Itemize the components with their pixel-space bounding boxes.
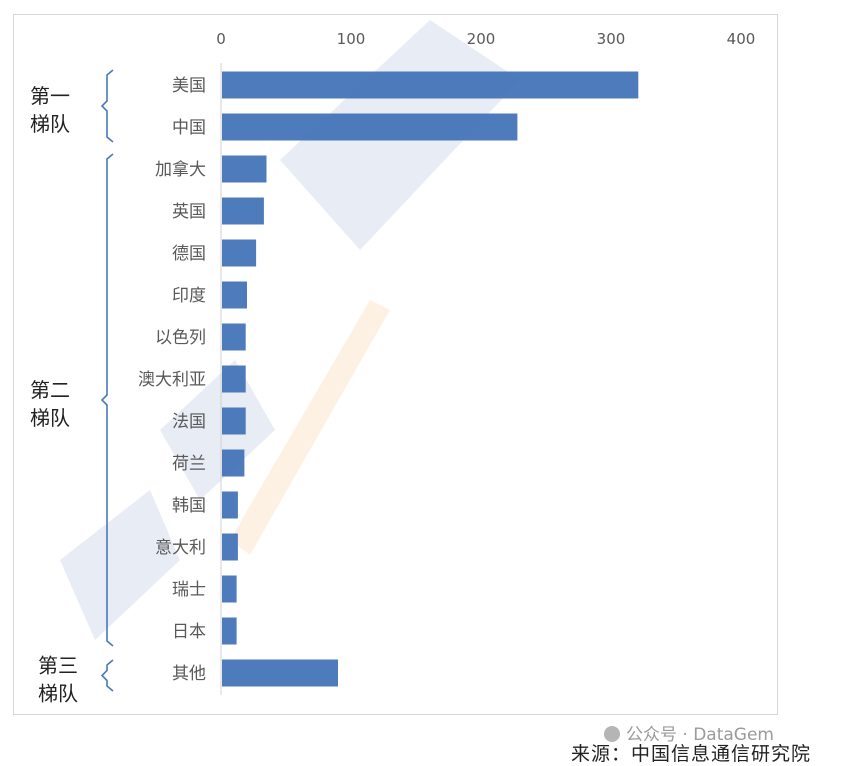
category-label: 德国 bbox=[172, 244, 206, 264]
tier-label-line2: 梯队 bbox=[30, 112, 70, 136]
category-label: 日本 bbox=[172, 622, 206, 642]
category-label: 印度 bbox=[172, 286, 206, 306]
tier-label-line1: 第二 bbox=[30, 378, 70, 402]
bars bbox=[222, 71, 639, 687]
category-label: 以色列 bbox=[155, 328, 206, 348]
category-label: 法国 bbox=[172, 412, 206, 432]
category-label: 瑞士 bbox=[172, 580, 206, 600]
x-tick-label: 300 bbox=[597, 30, 626, 48]
watermark-stripe bbox=[230, 300, 390, 555]
category-label: 美国 bbox=[172, 76, 206, 96]
category-label: 其他 bbox=[172, 664, 206, 684]
tier-label-line1: 第三 bbox=[38, 654, 78, 678]
tier-bracket bbox=[100, 659, 114, 692]
category-label: 韩国 bbox=[172, 496, 206, 516]
category-label: 英国 bbox=[172, 202, 206, 222]
bar bbox=[222, 407, 246, 435]
wechat-text: 公众号 · DataGem bbox=[626, 725, 774, 745]
bar bbox=[222, 323, 246, 351]
caict-watermark bbox=[60, 20, 520, 640]
bar bbox=[222, 239, 257, 267]
bar bbox=[222, 197, 264, 225]
bar bbox=[222, 659, 338, 687]
tier-label-line1: 第一 bbox=[30, 84, 70, 108]
bar bbox=[222, 365, 246, 393]
bar bbox=[222, 617, 237, 645]
tier-label-line2: 梯队 bbox=[30, 406, 70, 430]
category-label: 加拿大 bbox=[155, 159, 206, 180]
source-note: 来源：中国信息通信研究院 bbox=[571, 743, 812, 765]
category-label: 澳大利亚 bbox=[138, 370, 206, 390]
x-tick-label: 0 bbox=[216, 30, 226, 48]
tier-bracket bbox=[100, 69, 114, 143]
bar bbox=[222, 71, 639, 99]
bar bbox=[222, 575, 237, 603]
category-label: 意大利 bbox=[155, 538, 206, 558]
bar bbox=[222, 491, 238, 519]
tier-bracket bbox=[100, 153, 114, 647]
category-label: 荷兰 bbox=[172, 454, 206, 474]
x-tick-label: 400 bbox=[727, 30, 756, 48]
tier-label-line2: 梯队 bbox=[38, 682, 78, 706]
bar bbox=[222, 155, 267, 183]
wechat-icon bbox=[604, 726, 620, 742]
wechat-watermark: 公众号 · DataGem bbox=[604, 720, 774, 745]
watermark-shape-1 bbox=[60, 490, 180, 640]
x-tick-label: 200 bbox=[467, 30, 496, 48]
bar bbox=[222, 533, 238, 561]
bar bbox=[222, 449, 245, 477]
bar bbox=[222, 281, 247, 309]
watermark-shape-2 bbox=[160, 360, 275, 500]
x-axis-ticks: 0 100 200 300 400 bbox=[216, 30, 755, 48]
category-label: 中国 bbox=[172, 118, 206, 138]
bar bbox=[222, 113, 518, 141]
x-tick-label: 100 bbox=[337, 30, 366, 48]
